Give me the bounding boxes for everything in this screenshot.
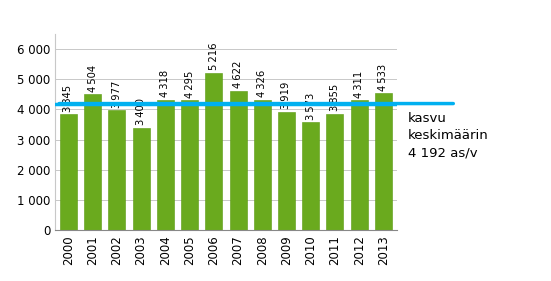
Bar xyxy=(109,110,126,230)
Text: 4 504: 4 504 xyxy=(88,65,98,92)
Text: 3 400: 3 400 xyxy=(136,98,146,125)
Bar xyxy=(181,100,198,230)
Bar xyxy=(206,72,222,230)
Text: 4 533: 4 533 xyxy=(379,64,388,91)
Text: 4 622: 4 622 xyxy=(233,61,243,88)
Text: 3 855: 3 855 xyxy=(330,84,340,111)
Text: 4 326: 4 326 xyxy=(257,70,267,97)
Text: 3 977: 3 977 xyxy=(112,80,122,108)
Bar xyxy=(157,100,174,230)
Bar xyxy=(375,93,392,230)
Bar xyxy=(254,99,271,230)
Text: kasvu
keskimäärin
4 192 as/v: kasvu keskimäärin 4 192 as/v xyxy=(408,112,489,159)
Text: 3 919: 3 919 xyxy=(282,82,291,109)
Text: 3 845: 3 845 xyxy=(63,85,73,112)
Bar xyxy=(60,114,77,230)
Bar xyxy=(326,114,343,230)
Text: 4 295: 4 295 xyxy=(185,71,195,98)
Bar xyxy=(133,128,149,230)
Bar xyxy=(84,94,101,230)
Bar xyxy=(302,122,319,230)
Text: 3 573: 3 573 xyxy=(306,93,316,120)
Bar xyxy=(278,112,295,230)
Text: 4 318: 4 318 xyxy=(160,70,170,97)
Text: 5 216: 5 216 xyxy=(209,43,219,70)
Bar xyxy=(230,90,246,230)
Text: 4 311: 4 311 xyxy=(354,70,364,98)
Bar xyxy=(350,100,368,230)
